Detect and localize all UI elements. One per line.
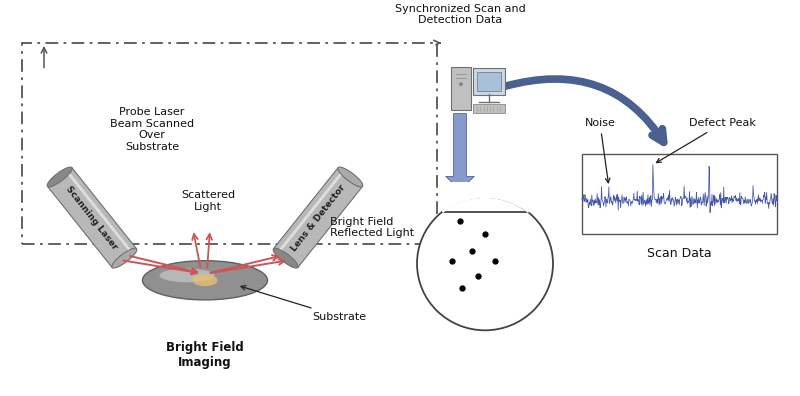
Polygon shape [47,168,137,267]
Text: Scanning Laser: Scanning Laser [65,184,119,251]
Text: Defect Peak: Defect Peak [657,118,756,163]
Text: Lens & Detector: Lens & Detector [289,183,347,253]
FancyBboxPatch shape [477,72,501,91]
Circle shape [417,197,553,330]
Text: Substrate: Substrate [241,286,366,322]
FancyArrow shape [446,114,474,190]
Text: Synchronized Scan and
Detection Data: Synchronized Scan and Detection Data [394,4,526,25]
FancyBboxPatch shape [451,67,471,110]
FancyBboxPatch shape [473,104,505,112]
Text: Scan Data: Scan Data [647,247,712,260]
FancyBboxPatch shape [582,154,777,234]
Ellipse shape [193,274,218,286]
Text: Noise: Noise [585,118,615,183]
Ellipse shape [47,167,72,187]
Text: Bright Field
Imaging: Bright Field Imaging [166,341,244,369]
Ellipse shape [159,268,214,282]
Ellipse shape [338,167,363,187]
Polygon shape [274,168,362,267]
Text: Probe Laser
Beam Scanned
Over
Substrate: Probe Laser Beam Scanned Over Substrate [110,107,194,152]
Text: Scattered
Light: Scattered Light [181,190,235,212]
Ellipse shape [142,261,267,300]
Text: Bright Field
Reflected Light: Bright Field Reflected Light [330,217,414,238]
Ellipse shape [459,82,463,86]
Ellipse shape [273,248,298,268]
Bar [22,43,437,244]
FancyBboxPatch shape [473,68,505,95]
FancyArrowPatch shape [505,79,664,142]
Ellipse shape [112,248,137,268]
